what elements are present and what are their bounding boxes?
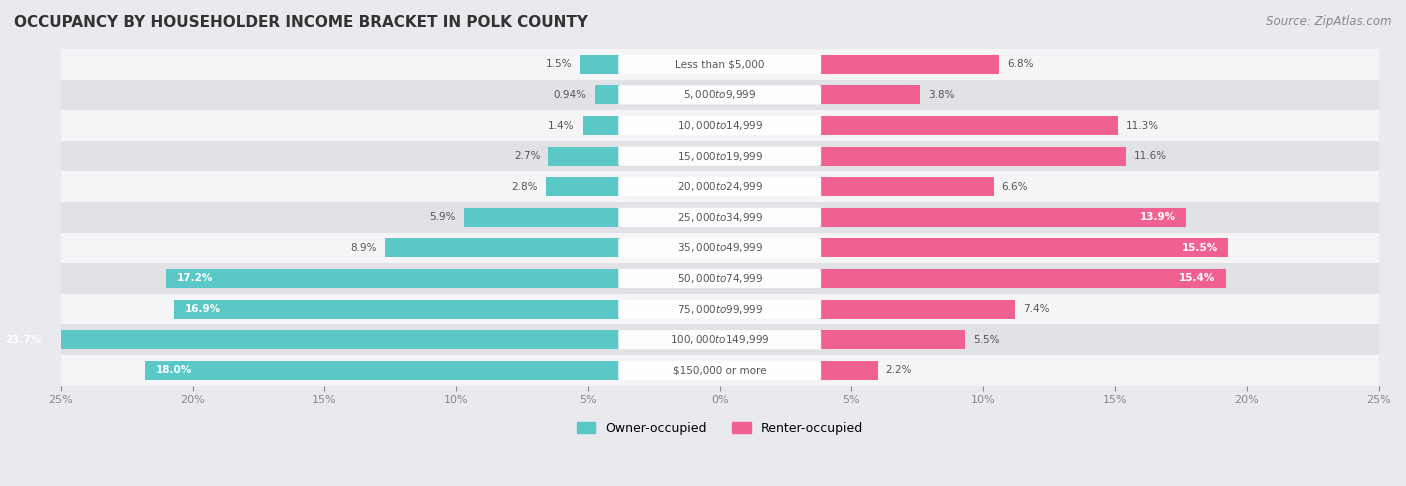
Bar xyxy=(145,361,620,380)
Text: 0.94%: 0.94% xyxy=(554,90,586,100)
Text: 1.4%: 1.4% xyxy=(548,121,575,131)
FancyBboxPatch shape xyxy=(619,116,821,135)
FancyBboxPatch shape xyxy=(619,177,821,196)
Bar xyxy=(582,116,620,135)
Text: 18.0%: 18.0% xyxy=(156,365,191,375)
Bar xyxy=(581,55,620,74)
Bar xyxy=(60,141,1379,172)
Text: 1.5%: 1.5% xyxy=(546,59,572,69)
Text: 6.8%: 6.8% xyxy=(1007,59,1033,69)
Text: 5.5%: 5.5% xyxy=(973,335,1000,345)
Text: 5.9%: 5.9% xyxy=(430,212,456,222)
FancyBboxPatch shape xyxy=(619,330,821,349)
Text: 16.9%: 16.9% xyxy=(184,304,221,314)
Text: 17.2%: 17.2% xyxy=(177,274,214,283)
Text: 11.3%: 11.3% xyxy=(1126,121,1159,131)
Bar xyxy=(60,324,1379,355)
Bar xyxy=(820,239,1229,258)
Bar xyxy=(820,299,1015,319)
Bar xyxy=(60,172,1379,202)
Bar xyxy=(60,355,1379,385)
Text: OCCUPANCY BY HOUSEHOLDER INCOME BRACKET IN POLK COUNTY: OCCUPANCY BY HOUSEHOLDER INCOME BRACKET … xyxy=(14,15,588,30)
FancyBboxPatch shape xyxy=(619,146,821,166)
Bar xyxy=(60,49,1379,80)
Text: 3.8%: 3.8% xyxy=(928,90,955,100)
Bar xyxy=(60,110,1379,141)
FancyBboxPatch shape xyxy=(619,208,821,227)
Text: $25,000 to $34,999: $25,000 to $34,999 xyxy=(676,211,763,224)
FancyBboxPatch shape xyxy=(619,361,821,380)
Bar xyxy=(820,177,994,196)
Bar xyxy=(820,269,1226,288)
Bar xyxy=(60,294,1379,324)
Text: $35,000 to $49,999: $35,000 to $49,999 xyxy=(676,242,763,254)
FancyBboxPatch shape xyxy=(619,86,821,104)
Bar xyxy=(820,55,1000,74)
Text: $10,000 to $14,999: $10,000 to $14,999 xyxy=(676,119,763,132)
Bar xyxy=(60,263,1379,294)
Bar xyxy=(595,86,620,104)
Bar xyxy=(820,116,1118,135)
FancyBboxPatch shape xyxy=(619,269,821,288)
Text: $100,000 to $149,999: $100,000 to $149,999 xyxy=(669,333,769,346)
Bar xyxy=(60,233,1379,263)
Text: 23.7%: 23.7% xyxy=(6,335,42,345)
Bar xyxy=(820,330,965,349)
Bar xyxy=(60,202,1379,233)
Text: $75,000 to $99,999: $75,000 to $99,999 xyxy=(676,303,763,315)
Bar xyxy=(820,208,1187,227)
FancyBboxPatch shape xyxy=(619,299,821,319)
FancyBboxPatch shape xyxy=(619,238,821,258)
Text: 2.8%: 2.8% xyxy=(512,182,538,191)
Text: 2.2%: 2.2% xyxy=(886,365,912,375)
Bar xyxy=(174,299,620,319)
Bar xyxy=(385,239,620,258)
Text: $20,000 to $24,999: $20,000 to $24,999 xyxy=(676,180,763,193)
Text: $150,000 or more: $150,000 or more xyxy=(673,365,766,375)
Bar xyxy=(820,86,920,104)
Text: 15.4%: 15.4% xyxy=(1178,274,1215,283)
Text: 15.5%: 15.5% xyxy=(1181,243,1218,253)
Text: Less than $5,000: Less than $5,000 xyxy=(675,59,765,69)
Text: 6.6%: 6.6% xyxy=(1001,182,1028,191)
Text: $15,000 to $19,999: $15,000 to $19,999 xyxy=(676,150,763,163)
Bar xyxy=(820,147,1126,166)
Text: $5,000 to $9,999: $5,000 to $9,999 xyxy=(683,88,756,102)
Legend: Owner-occupied, Renter-occupied: Owner-occupied, Renter-occupied xyxy=(572,417,868,440)
Text: 13.9%: 13.9% xyxy=(1139,212,1175,222)
Bar xyxy=(820,361,877,380)
Bar xyxy=(546,177,620,196)
FancyBboxPatch shape xyxy=(619,55,821,74)
Text: 2.7%: 2.7% xyxy=(515,151,540,161)
Text: 8.9%: 8.9% xyxy=(350,243,377,253)
Bar xyxy=(60,80,1379,110)
Text: $50,000 to $74,999: $50,000 to $74,999 xyxy=(676,272,763,285)
Text: 11.6%: 11.6% xyxy=(1133,151,1167,161)
Bar xyxy=(166,269,620,288)
Text: Source: ZipAtlas.com: Source: ZipAtlas.com xyxy=(1267,15,1392,28)
Bar xyxy=(0,330,620,349)
Text: 7.4%: 7.4% xyxy=(1022,304,1049,314)
Bar xyxy=(548,147,620,166)
Bar xyxy=(464,208,620,227)
